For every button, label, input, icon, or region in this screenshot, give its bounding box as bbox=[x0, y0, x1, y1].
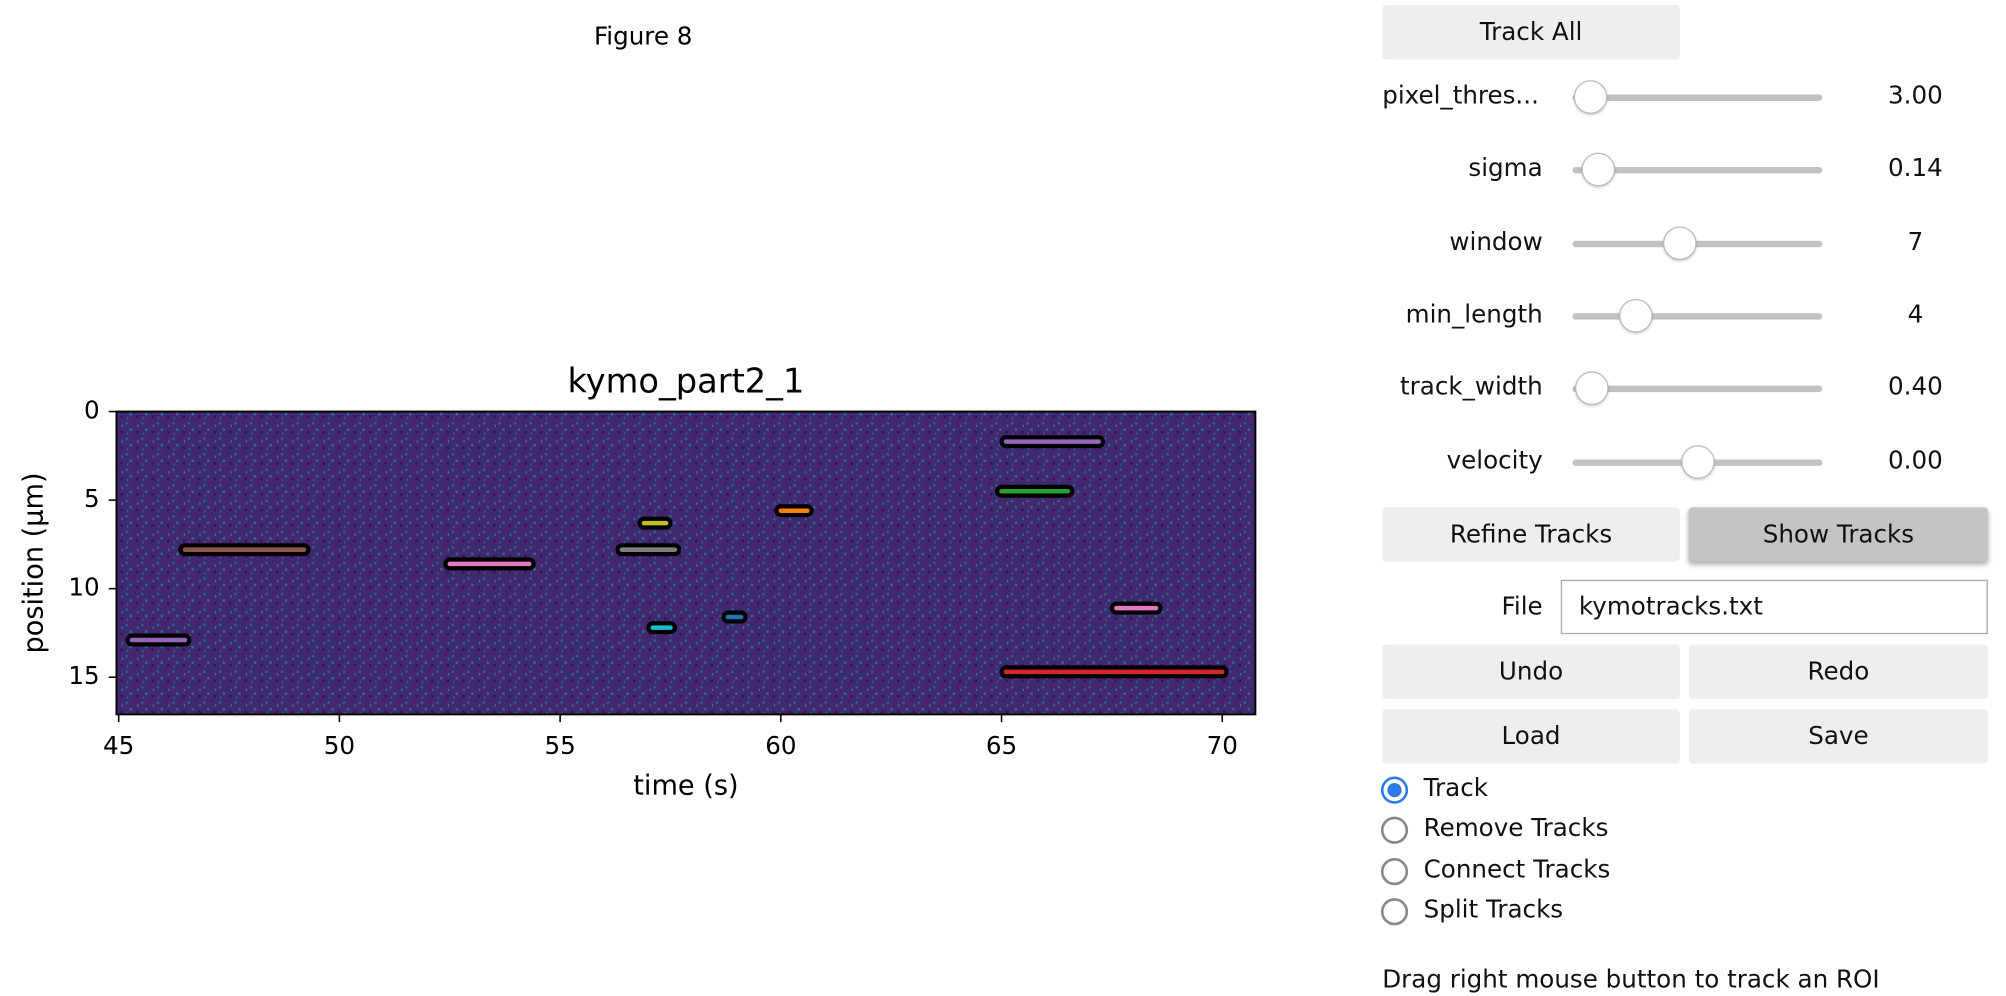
file-label: File bbox=[1501, 592, 1543, 622]
slider-track[interactable] bbox=[1572, 226, 1823, 261]
refine-tracks-button[interactable]: Refine Tracks bbox=[1382, 507, 1680, 562]
figure: Figure 8 kymo_part2_1 time (s) position … bbox=[18, 22, 1257, 801]
slider-thumb[interactable] bbox=[1581, 152, 1616, 187]
x-tick-label: 60 bbox=[765, 731, 796, 760]
slider-thumb[interactable] bbox=[1575, 371, 1609, 406]
radio-label: Remove Tracks bbox=[1423, 814, 1609, 843]
slider-label: pixel_thres... bbox=[1382, 81, 1539, 111]
slider-thumb[interactable] bbox=[1573, 80, 1608, 114]
y-tick-label: 10 bbox=[68, 573, 99, 602]
x-tick-label: 45 bbox=[103, 731, 134, 760]
chart-title: kymo_part2_1 bbox=[567, 362, 804, 401]
x-tick-label: 70 bbox=[1207, 731, 1238, 760]
save-button[interactable]: Save bbox=[1688, 709, 1988, 764]
radio-button[interactable] bbox=[1380, 858, 1409, 886]
x-tick-label: 50 bbox=[324, 731, 355, 760]
slider-value: 0.40 bbox=[1888, 372, 1943, 402]
slider-value: 0.00 bbox=[1888, 446, 1943, 475]
file-input[interactable]: kymotracks.txt bbox=[1560, 579, 1988, 635]
slider-track[interactable] bbox=[1572, 152, 1823, 187]
x-tick-label: 65 bbox=[986, 731, 1017, 760]
slider-label: track_width bbox=[1400, 372, 1543, 402]
radio-label: Split Tracks bbox=[1423, 895, 1564, 925]
y-tick-label: 5 bbox=[84, 484, 100, 513]
slider-label: sigma bbox=[1468, 154, 1543, 183]
slider-track[interactable] bbox=[1572, 298, 1823, 333]
radio-label: Connect Tracks bbox=[1423, 855, 1611, 884]
slider-track[interactable] bbox=[1572, 445, 1823, 479]
y-tick-label: 15 bbox=[68, 661, 99, 690]
slider-value: 7 bbox=[1907, 227, 1924, 257]
undo-button[interactable]: Undo bbox=[1382, 644, 1680, 699]
show-tracks-button[interactable]: Show Tracks bbox=[1688, 507, 1988, 562]
slider-value: 4 bbox=[1907, 300, 1924, 329]
slider-thumb[interactable] bbox=[1663, 226, 1697, 261]
slider-label: min_length bbox=[1405, 300, 1543, 329]
redo-button[interactable]: Redo bbox=[1688, 644, 1988, 699]
slider-thumb[interactable] bbox=[1681, 445, 1715, 479]
radio-button[interactable] bbox=[1380, 898, 1409, 926]
figure-label: Figure 8 bbox=[594, 22, 693, 51]
track-all-button[interactable]: Track All bbox=[1382, 5, 1680, 60]
slider-label: window bbox=[1449, 227, 1543, 257]
slider-track[interactable] bbox=[1572, 80, 1823, 114]
slider-thumb[interactable] bbox=[1619, 298, 1653, 333]
x-tick-label: 55 bbox=[544, 731, 575, 760]
slider-value: 0.14 bbox=[1888, 154, 1943, 183]
radio-button[interactable] bbox=[1380, 776, 1409, 804]
y-axis-label: position (μm) bbox=[18, 472, 49, 653]
slider-track[interactable] bbox=[1572, 371, 1823, 406]
radio-label: Track bbox=[1423, 773, 1488, 803]
radio-button[interactable] bbox=[1380, 816, 1409, 844]
hint-text: Drag right mouse button to track an ROI bbox=[1382, 965, 1880, 994]
plot-area bbox=[115, 410, 1257, 716]
y-tick-label: 0 bbox=[84, 396, 100, 425]
load-button[interactable]: Load bbox=[1382, 709, 1680, 764]
slider-value: 3.00 bbox=[1888, 81, 1943, 111]
slider-label: velocity bbox=[1446, 446, 1543, 475]
x-axis-label: time (s) bbox=[633, 770, 738, 801]
